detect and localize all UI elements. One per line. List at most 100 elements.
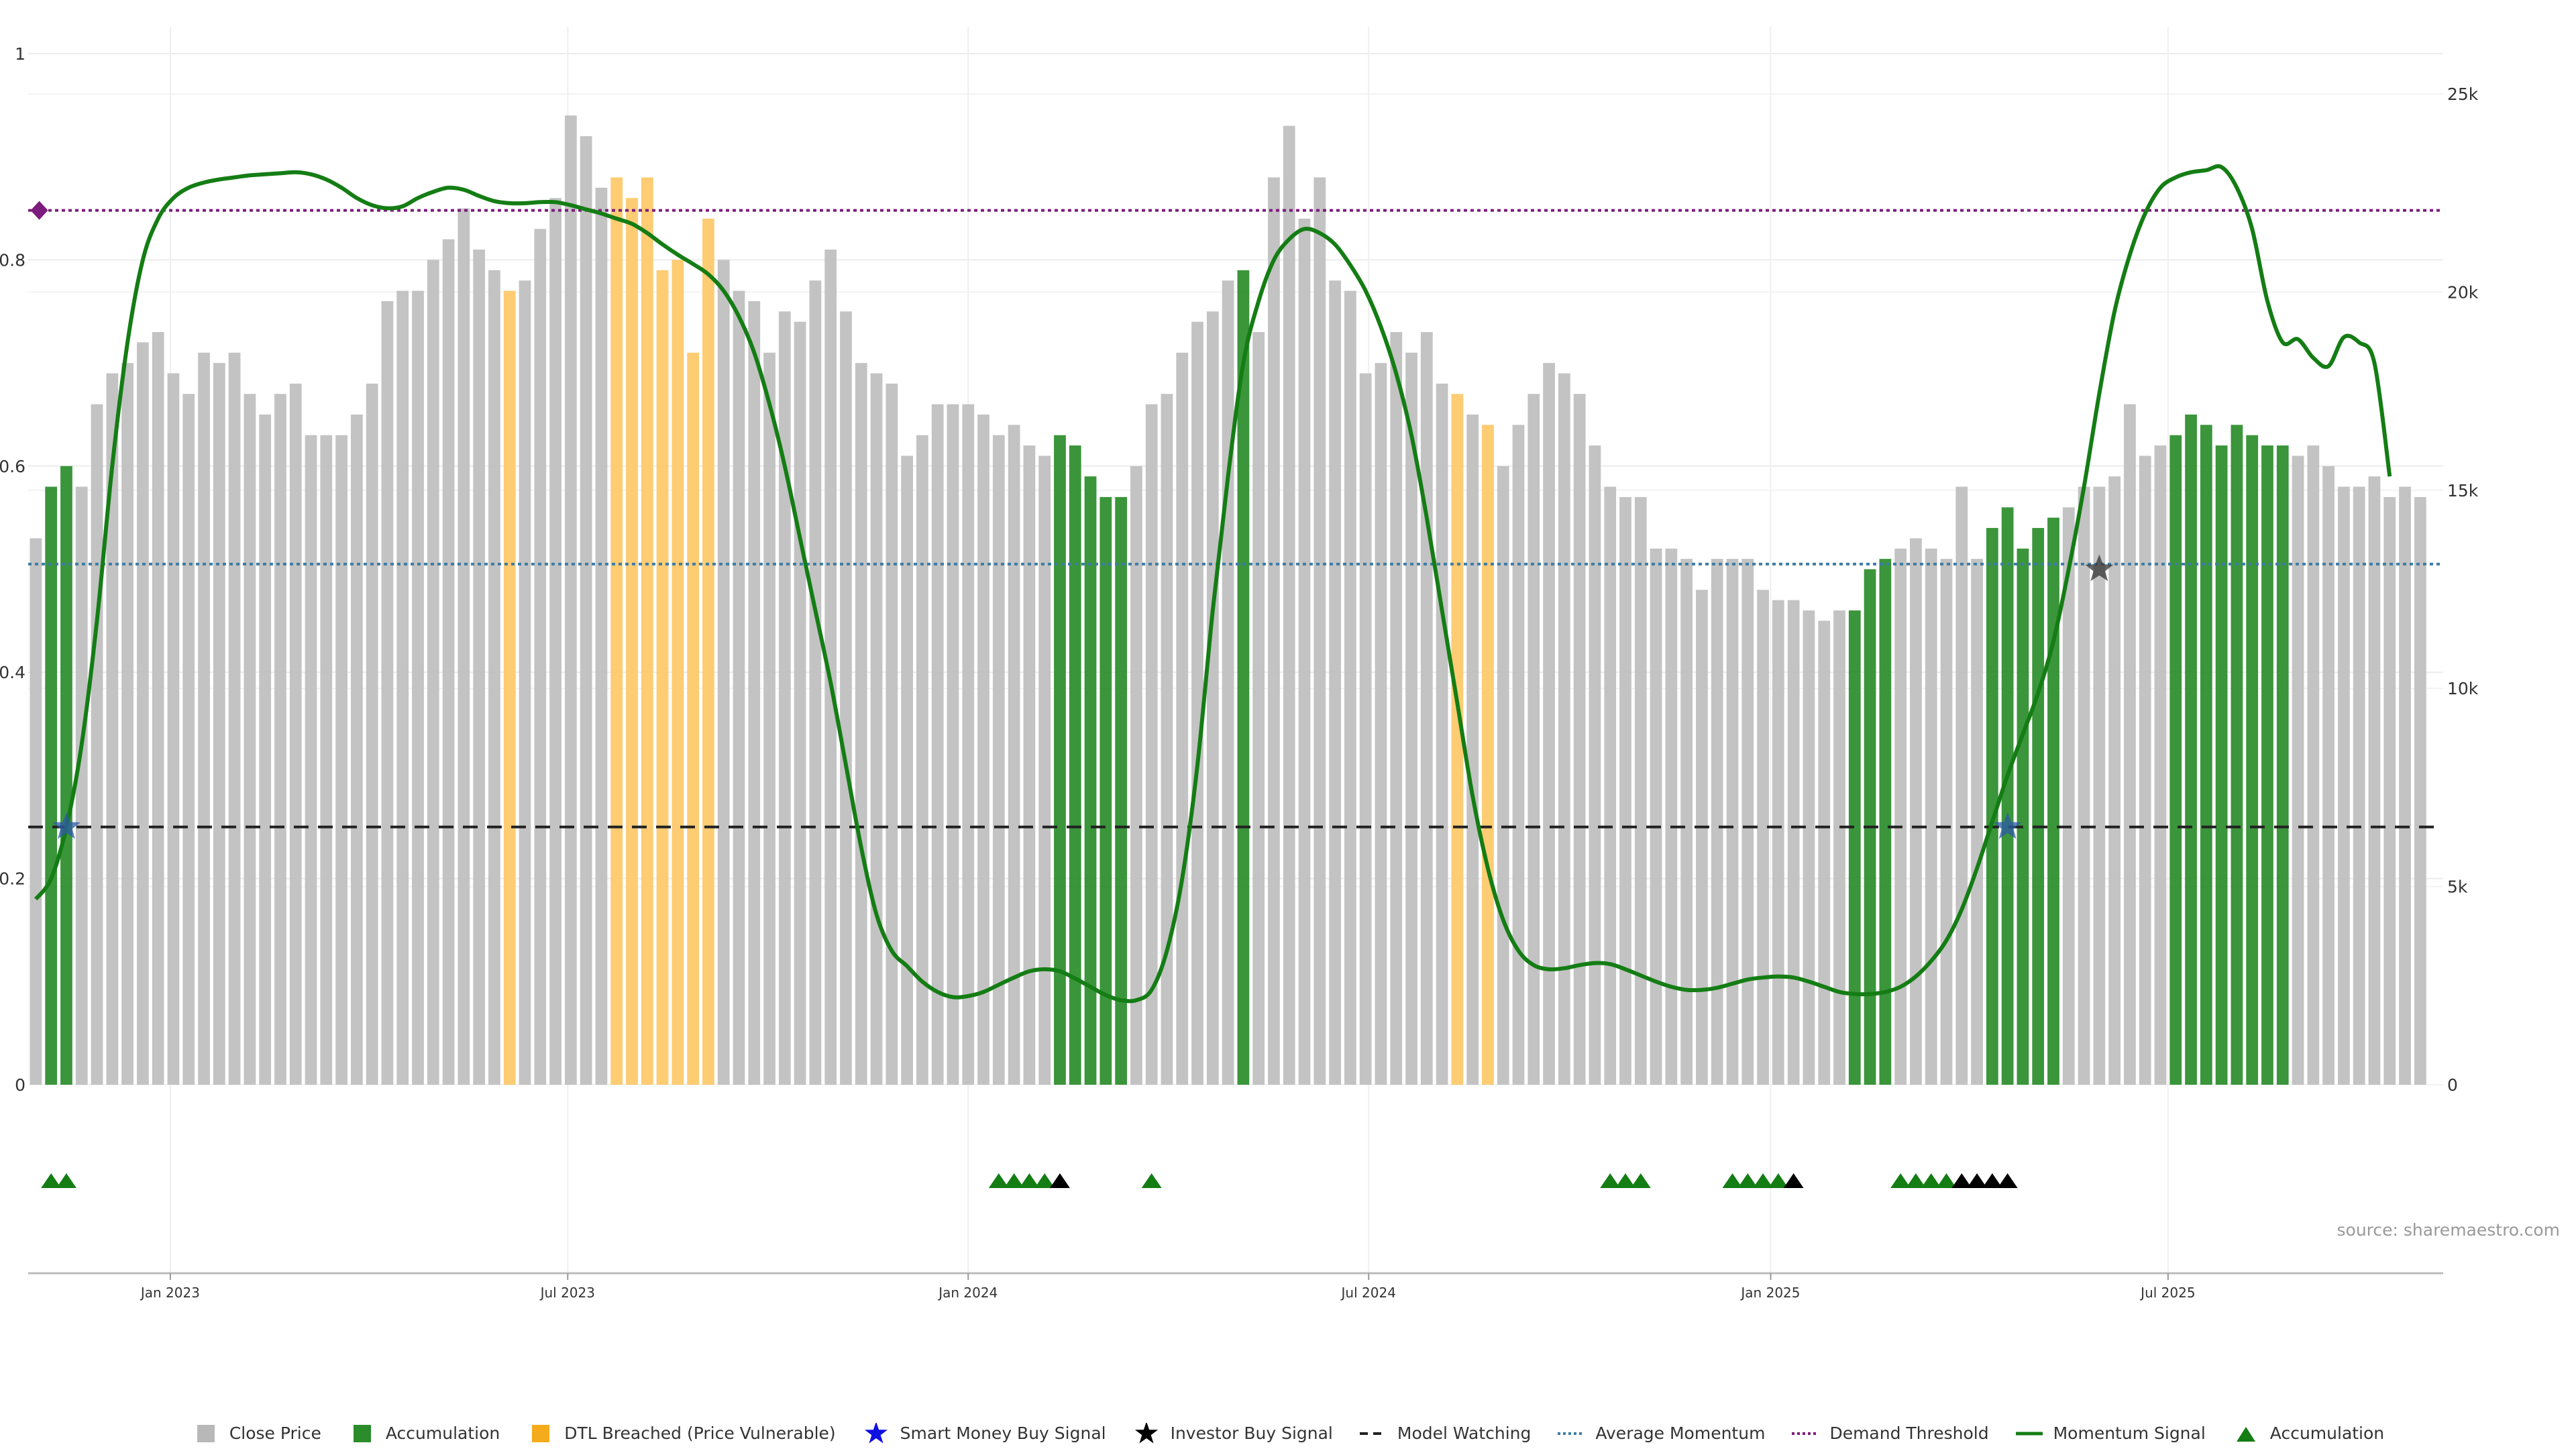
close-price-bar <box>2338 486 2350 1085</box>
close-price-bar <box>748 301 761 1085</box>
legend-item-accum: Accumulation <box>348 1423 500 1443</box>
lines <box>28 164 2443 1004</box>
close-price-bar <box>778 311 791 1085</box>
accumulation-triangle-black <box>1997 1173 2018 1188</box>
close-price-bar <box>1803 610 1815 1085</box>
close-price-bar <box>335 435 347 1085</box>
close-price-bar <box>763 352 775 1085</box>
accumulation-bar <box>2261 445 2273 1085</box>
accumulation-bar <box>2047 517 2059 1085</box>
legend-label: Average Momentum <box>1595 1423 1766 1443</box>
x-axis-tick-label: Jan 2025 <box>1739 1285 1800 1301</box>
close-price-bar <box>1405 352 1417 1085</box>
accumulation-bar <box>2001 507 2014 1085</box>
accumulation-triangle <box>1921 1173 1941 1188</box>
legend-symbol-dot-icon <box>1792 1423 1819 1443</box>
right-axis-tick-label: 25k <box>2447 85 2479 104</box>
close-price-bar <box>885 383 898 1085</box>
legend-item-acctri: Accumulation <box>2233 1423 2384 1443</box>
close-price-bar <box>1023 445 1036 1085</box>
close-price-bar <box>1818 621 1831 1085</box>
close-price-bar <box>1604 486 1617 1085</box>
accumulation-bar <box>1879 559 1892 1085</box>
x-axis-tick-label: Jan 2024 <box>937 1285 998 1301</box>
close-price-bar <box>931 404 944 1085</box>
left-axis-tick-label: 0.6 <box>0 457 25 476</box>
signal-markers <box>30 201 2114 839</box>
accumulation-bar <box>45 486 58 1085</box>
accumulation-triangle <box>41 1173 62 1188</box>
close-price-bar <box>1375 363 1387 1085</box>
accumulation-bar <box>1986 528 1998 1085</box>
legend-symbol-line-icon <box>2015 1423 2043 1443</box>
legend-item-investor: Investor Buy Signal <box>1133 1421 1333 1444</box>
x-axis-tick-label: Jul 2025 <box>2139 1285 2195 1301</box>
close-price-bar <box>1527 394 1540 1085</box>
legend-symbol-dot-icon <box>1558 1423 1585 1443</box>
accumulation-triangle-black <box>1951 1173 1972 1188</box>
legend-label: DTL Breached (Price Vulnerable) <box>564 1423 836 1443</box>
legend-label: Momentum Signal <box>2053 1423 2206 1443</box>
legend-item-watch: Model Watching <box>1359 1423 1532 1443</box>
accumulation-bar <box>1115 496 1127 1085</box>
close-price-bar <box>1206 311 1219 1085</box>
close-price-bar <box>1359 373 1372 1085</box>
accumulation-triangle <box>1936 1173 1957 1188</box>
source-label: source: sharemaestro.com <box>2337 1220 2561 1240</box>
smart-money-buy-star <box>52 812 80 839</box>
close-price-bar <box>1894 548 1907 1085</box>
accumulation-triangle <box>1615 1173 1636 1188</box>
close-price-bar <box>488 270 500 1085</box>
close-price-bar <box>1680 559 1693 1085</box>
legend-label: Model Watching <box>1397 1423 1532 1443</box>
right-axis-tick-label: 5k <box>2447 877 2468 897</box>
close-price-bar <box>228 352 241 1085</box>
close-price-bar <box>442 239 455 1085</box>
close-price-bar <box>1283 125 1295 1085</box>
close-price-bar <box>870 373 883 1085</box>
close-price-bar <box>1971 559 1983 1085</box>
close-price-bar <box>1130 466 1142 1085</box>
close-price-bar <box>75 486 88 1085</box>
close-price-bar <box>2124 404 2136 1085</box>
accumulation-bar <box>2215 445 2228 1085</box>
close-price-bar <box>473 250 486 1085</box>
legend-symbol-triangle-icon <box>2233 1423 2259 1443</box>
legend-label: Close Price <box>229 1423 321 1443</box>
close-price-bar <box>794 321 806 1085</box>
close-price-bar <box>840 311 852 1085</box>
legend-item-dtl: DTL Breached (Price Vulnerable) <box>527 1423 836 1443</box>
close-price-bar <box>901 455 914 1085</box>
close-price-bar <box>1176 352 1189 1085</box>
close-price-bar <box>580 136 592 1085</box>
close-price-bar <box>2062 507 2075 1085</box>
dtl-bar <box>1482 425 1494 1085</box>
close-price-bar <box>91 404 103 1085</box>
accumulation-triangle <box>1600 1173 1621 1188</box>
accumulation-bar <box>2017 548 2029 1085</box>
left-axis-tick-label: 0 <box>15 1075 25 1095</box>
close-price-bar <box>320 435 333 1085</box>
legend-label: Accumulation <box>385 1423 500 1443</box>
close-price-bar <box>1910 538 1922 1085</box>
accumulation-bar <box>2200 425 2212 1085</box>
right-axis-tick-label: 0 <box>2447 1075 2458 1095</box>
accumulation-triangle <box>1722 1173 1743 1188</box>
accumulation-triangle <box>1019 1173 1040 1188</box>
close-price-bar <box>167 373 180 1085</box>
close-price-bar <box>1344 290 1356 1085</box>
close-price-bar <box>824 250 837 1085</box>
close-price-bar <box>947 404 959 1085</box>
close-price-bar <box>121 363 133 1085</box>
close-price-bar <box>152 331 164 1085</box>
legend-symbol-dash-icon <box>1359 1423 1387 1443</box>
accumulation-triangle <box>1890 1173 1911 1188</box>
close-price-bar <box>1543 363 1555 1085</box>
accumulation-bar <box>2276 445 2289 1085</box>
close-price-bar <box>1833 610 1845 1085</box>
close-price-bar <box>350 414 363 1085</box>
close-price-bar <box>1222 280 1234 1085</box>
dtl-bar <box>702 218 714 1085</box>
close-price-bar <box>1665 548 1678 1085</box>
close-price-bar <box>1757 590 1769 1085</box>
